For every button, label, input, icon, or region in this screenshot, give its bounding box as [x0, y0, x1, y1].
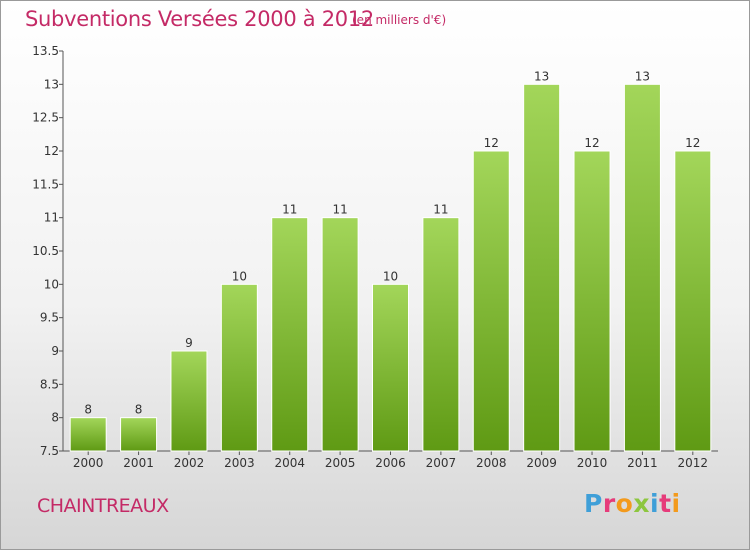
bar-2003 — [220, 283, 258, 452]
bar-2002 — [170, 350, 208, 452]
y-tick-label: 12.5 — [32, 111, 59, 125]
brand-letter: t — [659, 489, 672, 518]
bar-2011 — [623, 83, 661, 452]
data-label-2003: 10 — [232, 269, 247, 283]
bar-2008 — [472, 150, 510, 452]
chart-title: Subventions Versées 2000 à 2012 — [25, 7, 374, 31]
y-tick-label: 11.5 — [32, 177, 59, 191]
x-tick-label-2002: 2002 — [174, 456, 205, 470]
y-tick-label: 10 — [44, 277, 59, 291]
data-label-2004: 11 — [282, 203, 297, 217]
x-tick-label-2011: 2011 — [627, 456, 658, 470]
x-tick-label-2001: 2001 — [123, 456, 154, 470]
data-label-2006: 10 — [383, 269, 398, 283]
x-tick-label-2000: 2000 — [73, 456, 104, 470]
bar-2004 — [271, 217, 309, 452]
data-label-2002: 9 — [185, 336, 193, 350]
x-tick-label-2010: 2010 — [577, 456, 608, 470]
axes: 7.5 8 8.5 9 9.5 10 10.5 11 11.5 12 12.5 13 13.5 2000 2… — [32, 44, 718, 470]
bar-2001 — [120, 417, 158, 452]
y-tick-label: 12 — [44, 144, 59, 158]
data-label-2005: 11 — [332, 203, 347, 217]
y-tick-label: 8 — [51, 411, 59, 425]
commune-name: CHAINTREAUX — [37, 495, 169, 517]
bar-2009 — [523, 83, 561, 452]
data-label-2010: 12 — [584, 136, 599, 150]
bar-2005 — [321, 217, 359, 452]
y-tick-label: 13 — [44, 77, 59, 91]
brand-letter: r — [602, 489, 616, 518]
y-tick-label: 7.5 — [40, 444, 59, 458]
data-labels: 8 8 9 10 11 11 10 11 12 13 12 13 12 — [84, 69, 700, 416]
x-tick-label-2006: 2006 — [375, 456, 406, 470]
y-tick-label: 13.5 — [32, 44, 59, 58]
chart-subtitle: (en milliers d'€) — [352, 13, 447, 27]
brand-letter: x — [633, 489, 650, 518]
brand-letter: o — [615, 489, 634, 518]
bars — [69, 83, 712, 452]
y-tick-label: 11 — [44, 211, 59, 225]
bar-2012 — [674, 150, 712, 452]
y-tick-label: 8.5 — [40, 377, 59, 391]
data-label-2001: 8 — [135, 403, 143, 417]
x-tick-label-2003: 2003 — [224, 456, 255, 470]
y-tick-label: 10.5 — [32, 244, 59, 258]
brand-letter: i — [671, 489, 681, 518]
bar-2006 — [372, 283, 409, 452]
data-label-2012: 12 — [685, 136, 700, 150]
data-label-2008: 12 — [484, 136, 499, 150]
x-tick-label-2012: 2012 — [678, 456, 709, 470]
bar-2007 — [422, 217, 460, 452]
bar-2010 — [573, 150, 611, 452]
bar-2000 — [69, 417, 107, 452]
x-tick-label-2007: 2007 — [426, 456, 457, 470]
data-label-2011: 13 — [635, 69, 650, 83]
data-label-2000: 8 — [84, 403, 92, 417]
data-label-2009: 13 — [534, 69, 549, 83]
x-tick-label-2005: 2005 — [325, 456, 356, 470]
y-tick-label: 9 — [51, 344, 59, 358]
brand-letter: P — [584, 489, 603, 518]
brand-letter: i — [650, 489, 660, 518]
y-tick-label: 9.5 — [40, 311, 59, 325]
data-label-2007: 11 — [433, 203, 448, 217]
proxiti-logo[interactable]: Proxiti — [584, 489, 681, 518]
x-tick-label-2004: 2004 — [274, 456, 305, 470]
x-tick-label-2009: 2009 — [526, 456, 557, 470]
x-tick-label-2008: 2008 — [476, 456, 507, 470]
